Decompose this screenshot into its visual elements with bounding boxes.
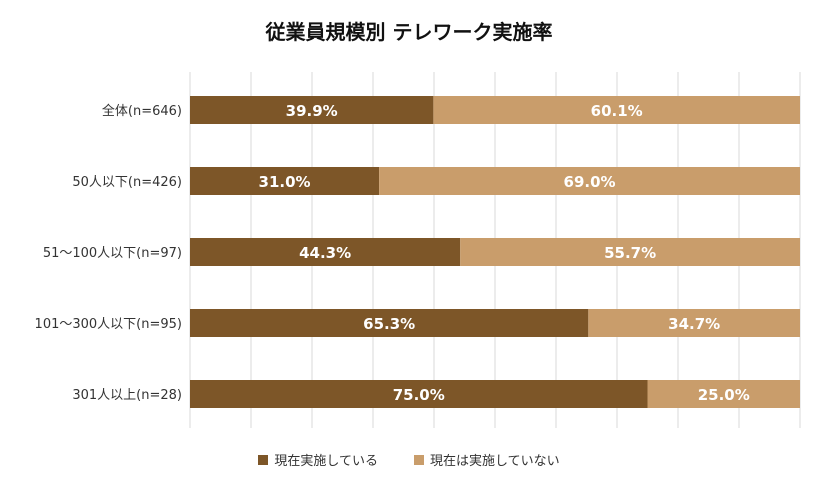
data-label: 75.0% <box>393 386 445 404</box>
category-label: 51～100人以下(n=97) <box>43 246 182 261</box>
data-label: 34.7% <box>668 315 720 333</box>
legend: 現在実施している 現在は実施していない <box>0 450 818 469</box>
bar-not-implementing <box>647 380 800 408</box>
data-label: 44.3% <box>299 244 351 262</box>
data-label: 25.0% <box>698 386 750 404</box>
bar-implementing <box>190 238 461 266</box>
bar-implementing <box>190 380 648 408</box>
bar-implementing <box>190 96 434 124</box>
legend-swatch-not-implementing <box>414 454 424 465</box>
bar-not-implementing <box>460 238 800 266</box>
category-label: 全体(n=646) <box>102 103 182 119</box>
bar-not-implementing <box>433 96 800 124</box>
bar-not-implementing <box>379 167 800 195</box>
legend-item-implementing: 現在実施している <box>258 450 378 469</box>
legend-swatch-implementing <box>258 454 269 465</box>
data-label: 31.0% <box>259 173 311 191</box>
category-label: 101～300人以下(n=95) <box>35 317 182 332</box>
data-label: 60.1% <box>591 102 643 120</box>
data-label: 39.9% <box>286 102 338 120</box>
bar-not-implementing <box>588 309 800 337</box>
legend-label-not-implementing: 現在は実施していない <box>430 454 560 469</box>
category-label: 301人以上(n=28) <box>72 388 182 403</box>
chart-title: 従業員規模別 テレワーク実施率 <box>265 20 553 44</box>
bar-implementing <box>190 309 589 337</box>
data-label: 55.7% <box>604 244 656 262</box>
data-label: 65.3% <box>363 315 415 333</box>
bar-implementing <box>190 167 380 195</box>
data-label: 69.0% <box>564 173 616 191</box>
legend-label-implementing: 現在実施している <box>274 454 378 469</box>
category-label: 50人以下(n=426) <box>72 175 182 190</box>
legend-item-not-implementing: 現在は実施していない <box>414 450 560 469</box>
